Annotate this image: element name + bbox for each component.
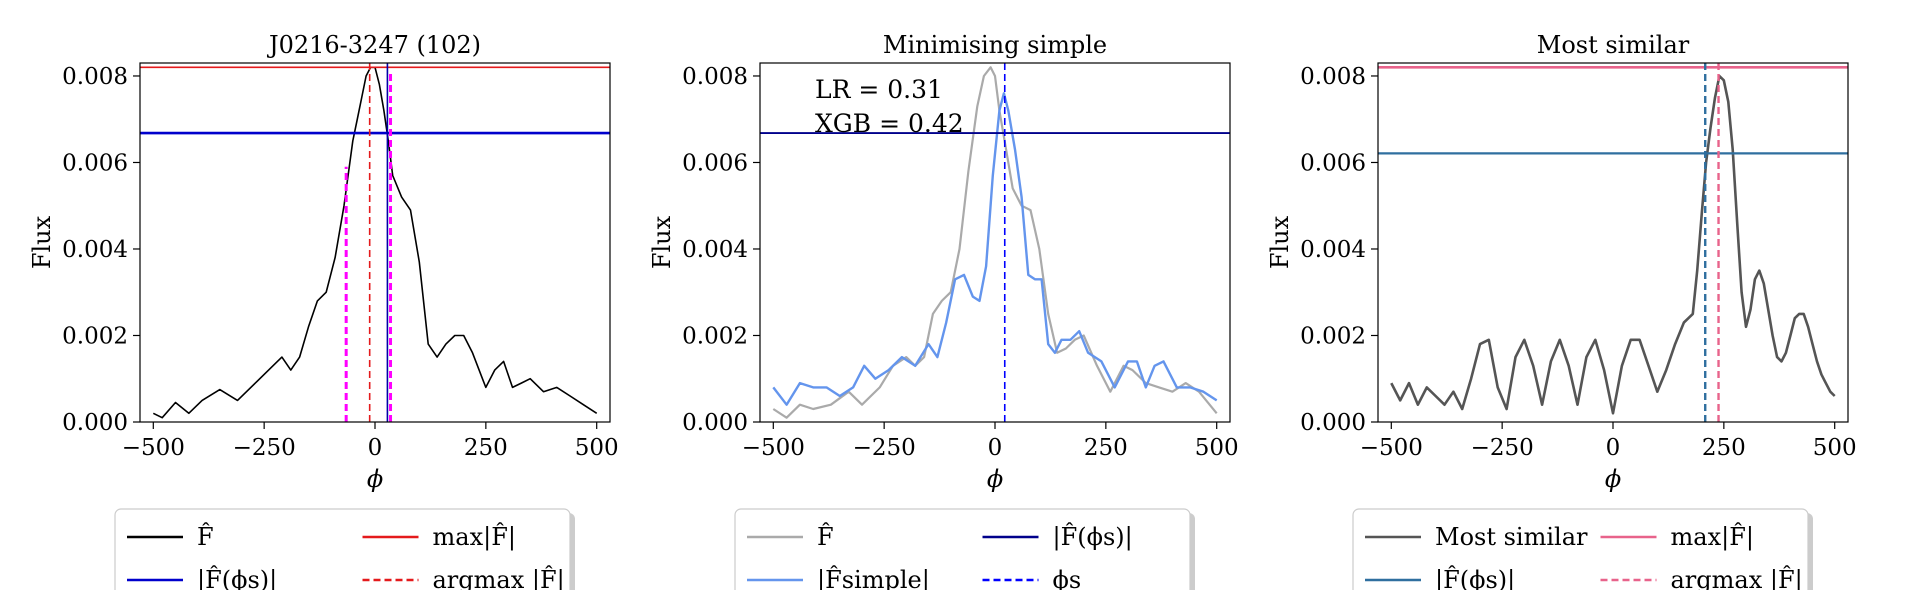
y-tick-label: 0.000 — [1300, 410, 1366, 436]
x-tick-label: −250 — [1471, 435, 1534, 461]
legend-label: argmax |F̂| — [433, 566, 565, 590]
axes-frame — [139, 62, 611, 423]
legend-label: |F̂simple| — [817, 566, 930, 590]
series-line-1 — [152, 66, 598, 419]
plot-area — [1378, 63, 1848, 422]
y-tick-label: 0.008 — [682, 64, 748, 90]
x-axis-label: ϕ — [987, 465, 1003, 493]
axes-frame — [1377, 62, 1849, 423]
y-tick-label: 0.002 — [1300, 323, 1366, 349]
annotation-text: XGB = 0.42 — [815, 109, 964, 138]
y-tick-label: 0.002 — [682, 323, 748, 349]
y-tick-label: 0.006 — [1300, 150, 1366, 176]
x-tick-label: −250 — [853, 435, 916, 461]
y-tick-label: 0.002 — [62, 323, 128, 349]
y-tick-label: 0.000 — [62, 410, 128, 436]
x-tick-label: 0 — [368, 435, 383, 461]
x-tick-label: −500 — [122, 435, 185, 461]
x-tick-label: −250 — [233, 435, 296, 461]
legend-label: |F̂(ϕs)| — [197, 566, 277, 590]
legend-label: max|F̂| — [1671, 523, 1754, 552]
y-tick-label: 0.000 — [682, 410, 748, 436]
legend: F̂ max|F̂| |F̂(ϕs)| argmax |F̂| — [114, 508, 575, 590]
y-tick-label: 0.006 — [682, 150, 748, 176]
legend: F̂ |F̂(ϕs)| |F̂simple| ϕs — [734, 508, 1195, 590]
legend-label: Most similar — [1435, 523, 1588, 551]
x-tick-label: 250 — [1084, 435, 1128, 461]
legend-label: argmax |F̂| — [1671, 566, 1803, 590]
legend-label: F̂ — [197, 523, 214, 551]
annotation-text: LR = 0.31 — [815, 75, 943, 104]
x-axis-label: ϕ — [367, 465, 383, 493]
x-tick-label: 0 — [1606, 435, 1621, 461]
x-tick-label: 500 — [1195, 435, 1239, 461]
y-axis-label: Flux — [1266, 215, 1294, 269]
x-tick-label: 500 — [1813, 435, 1857, 461]
y-tick-label: 0.004 — [1300, 237, 1366, 263]
x-tick-label: 250 — [464, 435, 508, 461]
panel-2: −500 −250 0 250 500 0.000 0.002 0.004 0.006 0.008… — [648, 31, 1239, 590]
x-tick-label: −500 — [1360, 435, 1423, 461]
y-tick-label: 0.004 — [682, 237, 748, 263]
y-tick-label: 0.008 — [62, 64, 128, 90]
plot-area — [760, 63, 1230, 422]
legend-label: F̂ — [817, 523, 834, 551]
legend-label: max|F̂| — [433, 523, 516, 552]
chart-title: Most similar — [1537, 31, 1690, 59]
legend-label: ϕs — [1053, 566, 1082, 590]
x-tick-label: 500 — [575, 435, 619, 461]
series-line-1 — [1390, 74, 1836, 415]
legend-box — [1352, 508, 1809, 590]
y-tick-label: 0.006 — [62, 150, 128, 176]
panel-3: −500 −250 0 250 500 0.000 0.002 0.004 0.006 0.008… — [1266, 31, 1857, 590]
y-tick-label: 0.008 — [1300, 64, 1366, 90]
x-tick-label: 0 — [988, 435, 1003, 461]
legend-box — [734, 508, 1191, 590]
legend-box — [114, 508, 571, 590]
plot-area — [140, 63, 610, 422]
legend-label: |F̂(ϕs)| — [1053, 523, 1133, 552]
legend-label: |F̂(ϕs)| — [1435, 566, 1515, 590]
x-tick-label: −500 — [742, 435, 805, 461]
chart-title: J0216-3247 (102) — [266, 31, 481, 59]
series-line-2 — [772, 92, 1218, 406]
legend: Most similar max|F̂| |F̂(ϕs)| argmax |F̂| — [1352, 508, 1813, 590]
y-axis-label: Flux — [28, 215, 56, 269]
chart-title: Minimising simple — [883, 31, 1107, 59]
y-tick-label: 0.004 — [62, 237, 128, 263]
x-tick-label: 250 — [1702, 435, 1746, 461]
panel-1: −500 −250 0 250 500 0.000 0.002 0.004 0.006 0.008… — [28, 31, 619, 590]
y-axis-label: Flux — [648, 215, 676, 269]
x-axis-label: ϕ — [1605, 465, 1621, 493]
